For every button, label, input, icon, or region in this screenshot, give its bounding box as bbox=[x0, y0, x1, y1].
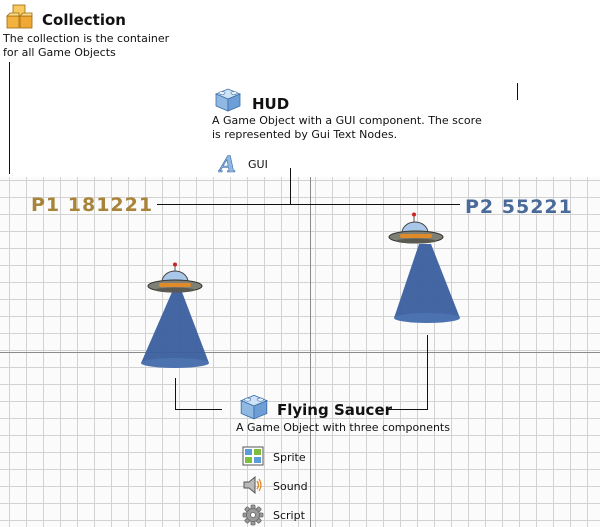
collection-connector bbox=[9, 62, 10, 174]
gear-icon bbox=[242, 504, 264, 526]
saucer-desc: A Game Object with three components bbox=[236, 421, 450, 434]
speaker-icon bbox=[243, 475, 262, 495]
sprite-icon bbox=[242, 446, 264, 466]
flying-saucer-right bbox=[388, 212, 460, 323]
collection-desc-line1: The collection is the container bbox=[3, 32, 170, 45]
hud-title: HUD bbox=[252, 95, 290, 113]
grid-axis-horizontal bbox=[0, 352, 600, 353]
gui-font-icon: A bbox=[218, 152, 236, 176]
sprite-label: Sprite bbox=[273, 451, 306, 464]
p1-score: P1 181221 bbox=[31, 194, 154, 216]
hud-desc-line1: A Game Object with a GUI component. The … bbox=[212, 114, 482, 127]
collection-desc-line2: for all Game Objects bbox=[3, 46, 116, 59]
saucer-connector-left-v bbox=[175, 378, 176, 410]
saucer-game-object-icon bbox=[240, 394, 268, 420]
flying-saucer-left bbox=[141, 262, 209, 368]
collection-title: Collection bbox=[42, 11, 126, 29]
saucer-connector-right-h bbox=[387, 409, 428, 410]
hud-desc-line2: is represented by Gui Text Nodes. bbox=[212, 128, 398, 141]
score-connector bbox=[157, 204, 460, 205]
hud-game-object-icon bbox=[214, 88, 242, 112]
gui-component-label: GUI bbox=[248, 158, 268, 171]
svg-text:A: A bbox=[218, 152, 236, 176]
collection-icon bbox=[6, 4, 33, 29]
sound-label: Sound bbox=[273, 480, 308, 493]
saucer-connector-left-h bbox=[175, 409, 222, 410]
hud-connector-vertical bbox=[290, 168, 291, 204]
p2-score: P2 55221 bbox=[465, 196, 573, 218]
saucer-connector-right-v bbox=[427, 335, 428, 410]
saucer-title: Flying Saucer bbox=[277, 401, 393, 419]
top-right-tick bbox=[517, 83, 518, 100]
script-label: Script bbox=[273, 509, 305, 522]
